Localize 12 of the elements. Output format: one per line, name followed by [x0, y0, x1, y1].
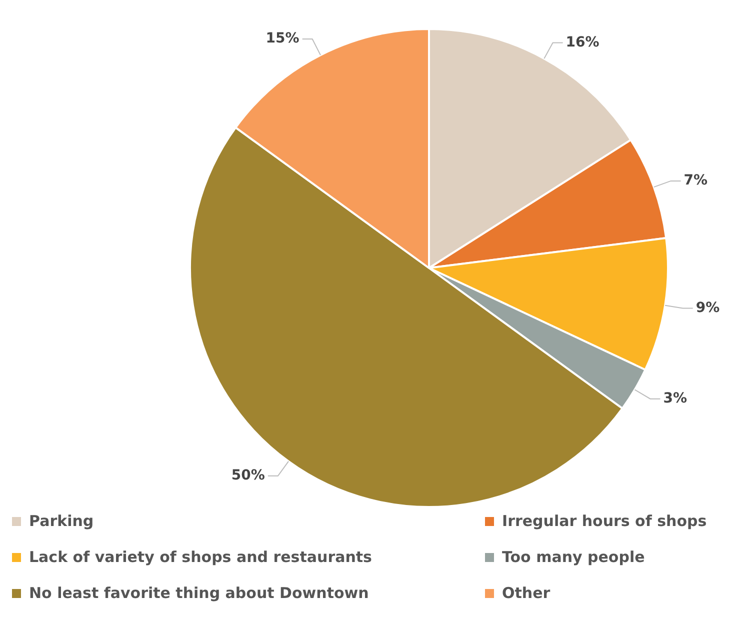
data-label: 16% [566, 34, 600, 50]
data-label: 15% [266, 30, 300, 47]
legend-label: Irregular hours of shops [502, 512, 707, 530]
legend-label: Other [502, 584, 550, 602]
data-label: 7% [684, 172, 708, 189]
legend-label: Parking [29, 512, 94, 530]
data-label: 9% [696, 300, 720, 316]
legend-label: No least favorite thing about Downtown [29, 584, 369, 602]
legend-label: Lack of variety of shops and restaurants [29, 548, 372, 566]
data-label: 50% [231, 468, 265, 484]
legend-label: Too many people [502, 548, 645, 566]
data-label: 3% [663, 390, 687, 406]
